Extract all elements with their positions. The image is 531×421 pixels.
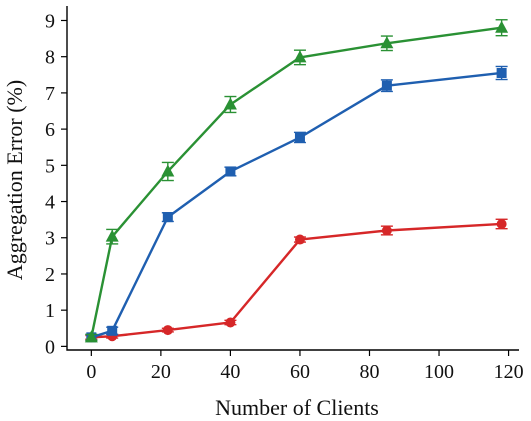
plot-area [84,19,509,343]
data-point [496,67,507,78]
series-line [90,26,502,338]
y-tick-label: 4 [45,192,55,214]
series-1 [85,218,508,343]
data-point [105,229,119,242]
x-tick-label: 20 [151,361,171,383]
y-axis-label: Aggregation Error (%) [2,80,27,280]
y-tick-label: 1 [45,300,55,322]
data-point [381,225,392,236]
x-tick-label: 60 [290,361,310,383]
data-point [294,132,305,143]
x-tick-label: 100 [424,361,454,383]
x-tick-label: 0 [86,361,96,383]
axes: 0 20 40 60 80 100 120 0 1 2 3 4 5 6 7 8 9 [45,6,524,383]
data-point [495,20,509,33]
y-tick-label: 2 [45,264,55,286]
y-tick-label: 9 [45,10,55,32]
data-point [496,218,507,229]
data-point [294,234,305,245]
series-line [90,71,502,339]
x-tick-label: 40 [220,361,240,383]
data-point [107,325,118,336]
data-point [162,325,173,336]
data-point [293,50,307,63]
y-tick-label: 8 [45,47,55,69]
data-point [381,80,392,91]
y-tick-label: 3 [45,228,55,250]
data-point [84,330,98,343]
data-point [225,166,236,177]
axis-spines [66,6,519,351]
data-point [161,164,175,177]
data-point [380,36,394,49]
x-axis-label: Number of Clients [215,395,379,420]
data-point [162,212,173,223]
series-2 [85,65,508,343]
series-3 [84,19,509,343]
y-tick-label: 5 [45,155,55,177]
y-tick-label: 7 [45,83,55,105]
data-point [223,97,237,110]
x-tick-label: 120 [494,361,524,383]
y-tick-label: 0 [45,336,55,358]
y-tick-label: 6 [45,119,55,141]
data-point [225,317,236,328]
x-tick-label: 80 [359,361,379,383]
